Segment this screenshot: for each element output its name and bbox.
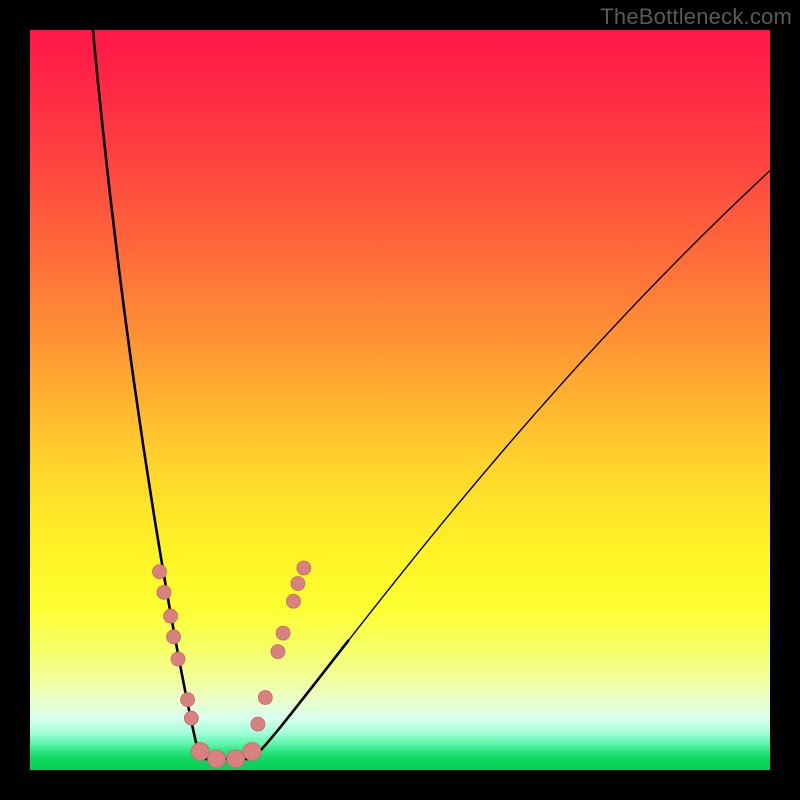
data-marker <box>243 743 261 761</box>
data-marker <box>164 609 178 623</box>
data-marker <box>191 743 209 761</box>
data-marker <box>227 750 245 768</box>
data-marker <box>276 626 290 640</box>
data-marker <box>258 690 272 704</box>
data-marker <box>153 565 167 579</box>
chart-container: TheBottleneck.com <box>0 0 800 800</box>
data-marker <box>291 577 305 591</box>
gradient-background <box>30 30 770 770</box>
data-marker <box>297 561 311 575</box>
plot-area <box>30 30 770 770</box>
data-marker <box>286 594 300 608</box>
data-marker <box>207 750 225 768</box>
data-marker <box>184 711 198 725</box>
data-marker <box>171 652 185 666</box>
data-marker <box>271 645 285 659</box>
data-marker <box>167 630 181 644</box>
data-marker <box>157 585 171 599</box>
chart-svg <box>30 30 770 770</box>
data-marker <box>251 717 265 731</box>
watermark-text: TheBottleneck.com <box>600 4 792 30</box>
data-marker <box>181 693 195 707</box>
